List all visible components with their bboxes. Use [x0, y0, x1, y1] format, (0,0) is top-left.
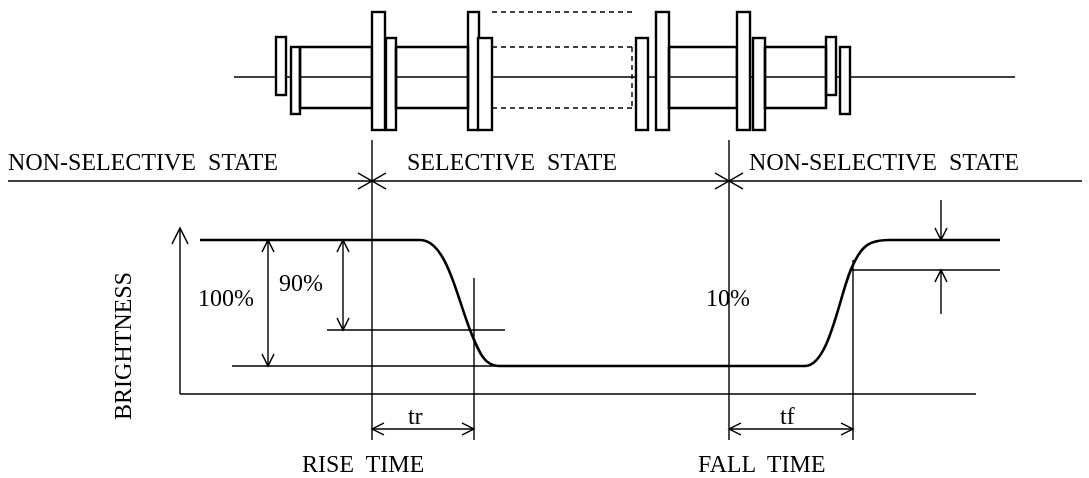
arrow-head: [370, 422, 385, 436]
pulse: [476, 36, 494, 132]
drive-waveform: [234, 10, 1015, 132]
label-rise-time: RISE TIME: [302, 452, 424, 478]
pulse: [838, 45, 852, 116]
brightness-plot: BRIGHTNESS 100% 90% 10% tr: [111, 200, 1000, 478]
y-axis-arrow: [171, 226, 189, 245]
arrow-head: [336, 317, 350, 332]
arrow-head: [370, 172, 387, 190]
label-100pct: 100%: [198, 286, 254, 312]
arrow-head: [261, 238, 275, 253]
arrow-head: [934, 268, 948, 283]
pulse: [634, 36, 650, 132]
arrow-head: [727, 172, 744, 190]
pulse: [751, 36, 767, 132]
label-tr: tr: [408, 404, 423, 430]
arrow-head: [727, 422, 742, 436]
brightness-curve: [200, 238, 1000, 368]
arrow-head: [336, 238, 350, 253]
pulse: [824, 35, 838, 97]
pulse: [370, 10, 387, 132]
pulse: [654, 10, 671, 132]
arrow-head: [840, 422, 855, 436]
pulse-body: [763, 45, 828, 110]
arrow-head: [934, 227, 948, 242]
pulse: [384, 36, 398, 132]
pulse: [289, 45, 302, 116]
y-axis-label: BRIGHTNESS: [111, 272, 137, 420]
label-tf: tf: [780, 404, 795, 430]
state-label-left: NON-SELECTIVE STATE: [8, 150, 278, 176]
pulse: [274, 35, 288, 97]
pulse: [735, 10, 752, 132]
label-90pct: 90%: [279, 271, 323, 297]
state-label-right: NON-SELECTIVE STATE: [749, 150, 1019, 176]
pulse-body: [394, 45, 470, 110]
state-bar: NON-SELECTIVE STATE SELECTIVE STATE NON-…: [8, 140, 1082, 440]
arrow-head: [261, 353, 275, 368]
arrow-head: [461, 422, 476, 436]
state-label-middle: SELECTIVE STATE: [407, 150, 617, 176]
label-fall-time: FALL TIME: [698, 452, 826, 478]
label-10pct: 10%: [706, 286, 750, 312]
